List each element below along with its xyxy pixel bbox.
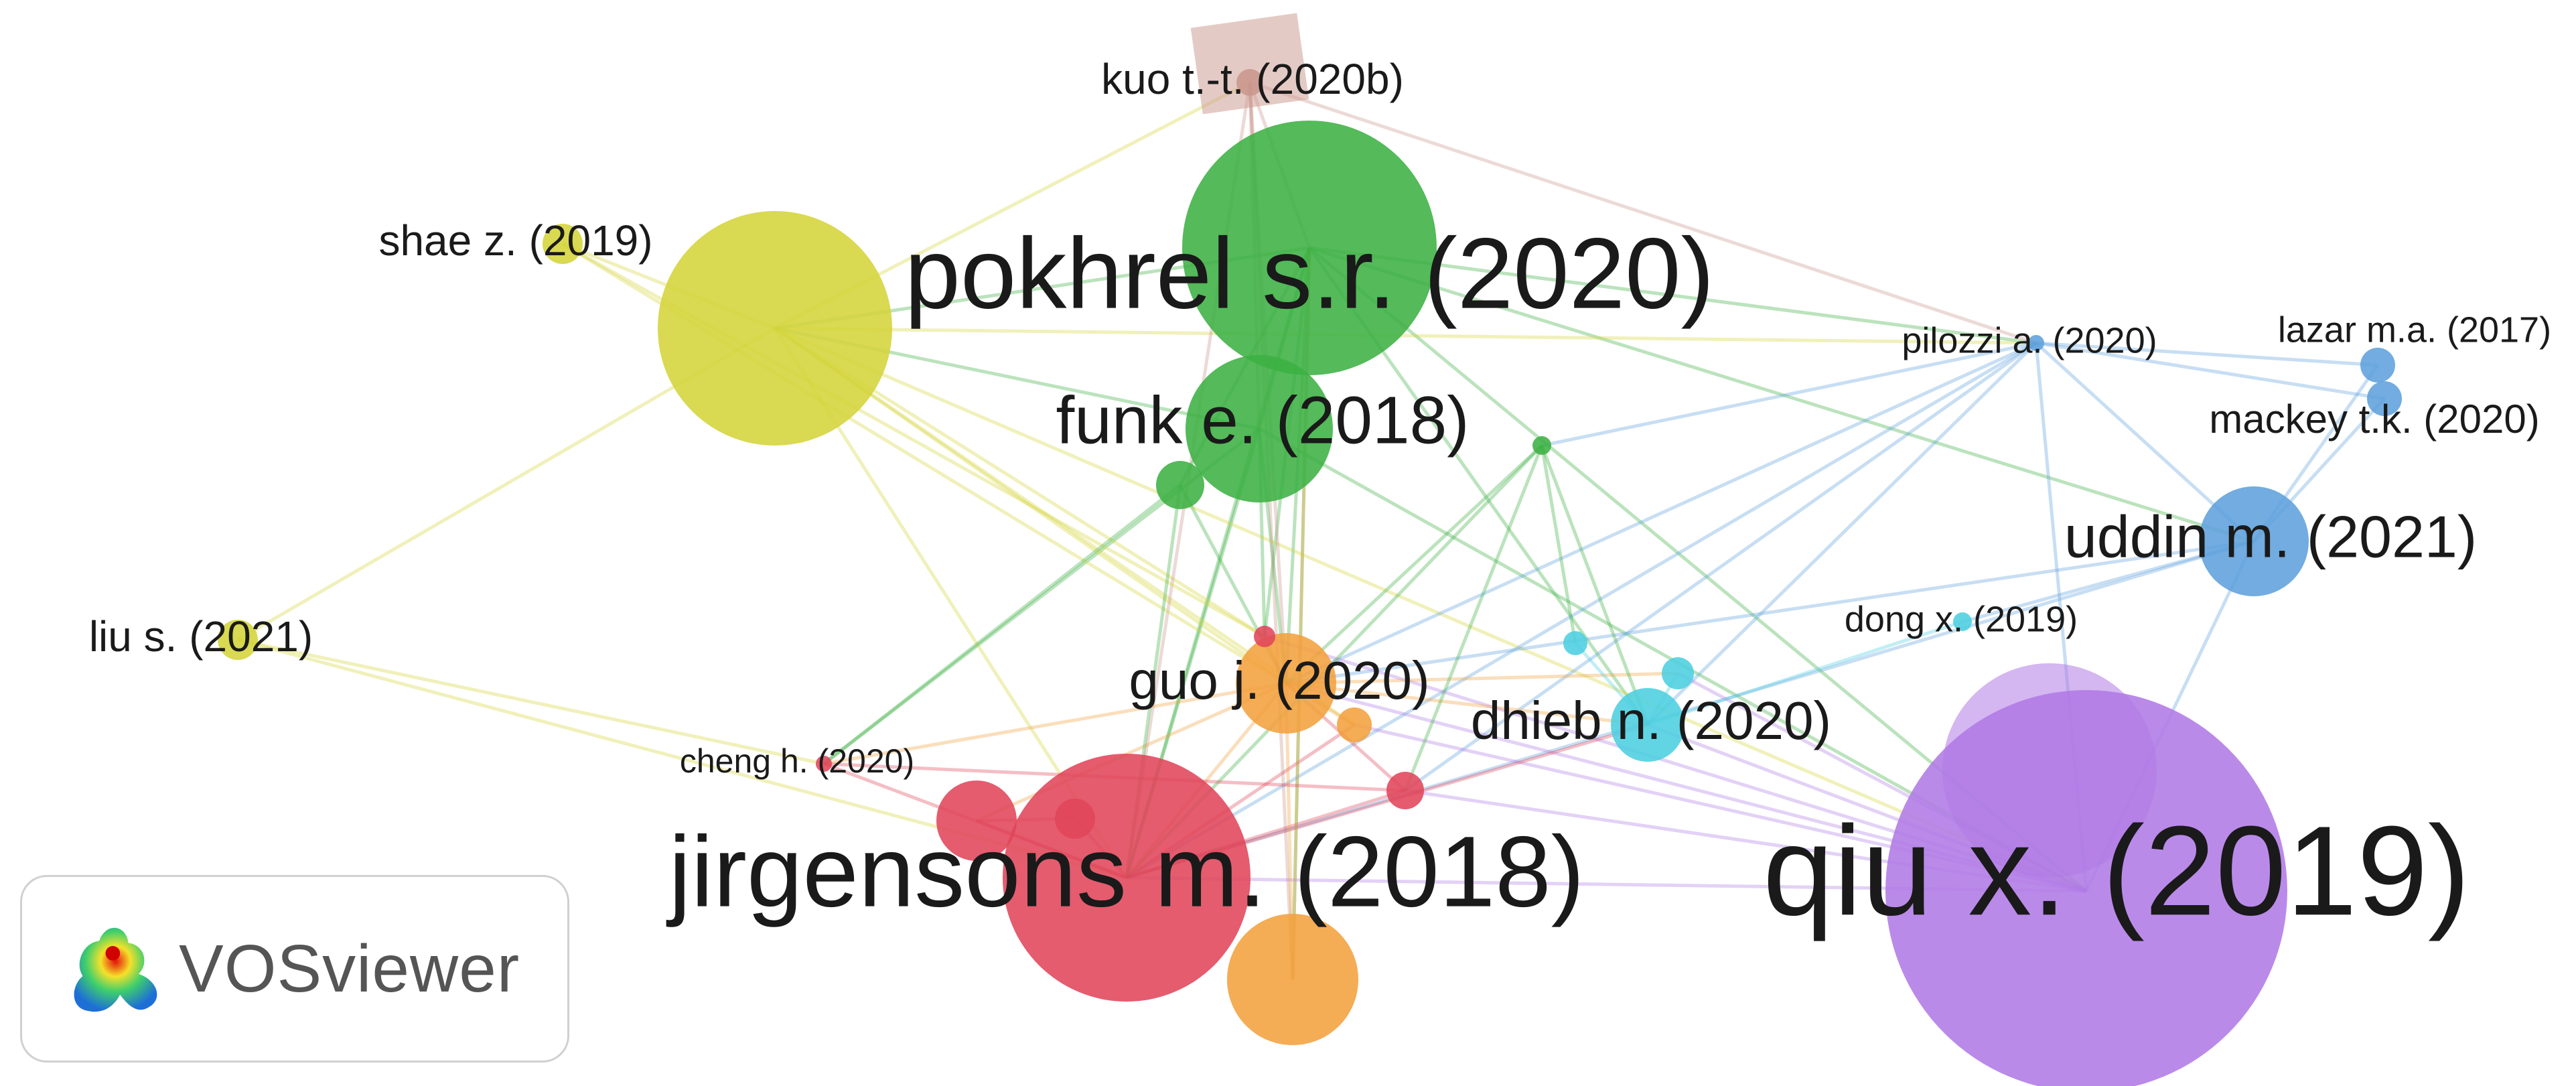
node-label-dhieb: dhieb n. (2020) xyxy=(1471,691,1831,750)
network-edge xyxy=(1285,671,1678,685)
node-shae[interactable] xyxy=(543,224,583,264)
node-uddin[interactable] xyxy=(2199,486,2309,596)
network-edge xyxy=(1646,342,2037,726)
node-label-pilozzi: pilozzi a. (2020) xyxy=(1902,320,2157,360)
node-r3[interactable] xyxy=(1386,772,1424,809)
network-edge xyxy=(1125,341,2037,880)
network-edge xyxy=(1541,341,2037,448)
node-c1[interactable] xyxy=(1563,631,1587,655)
network-edge xyxy=(1540,445,1577,644)
network-edge xyxy=(1309,246,2255,543)
network-labels: kuo t.-t. (2020b) pokhrel s.r. (2020) funk… xyxy=(89,55,2551,942)
network-edge xyxy=(1540,445,1650,726)
node-kuo[interactable] xyxy=(1236,69,1263,96)
node-liu[interactable] xyxy=(218,620,258,660)
node-label-kuo: kuo t.-t. (2020b) xyxy=(1101,55,1404,103)
node-funk[interactable] xyxy=(1186,355,1333,502)
network-edge xyxy=(2035,341,2378,367)
node-label-guo: guo j. (2020) xyxy=(1129,651,1429,710)
node-c2[interactable] xyxy=(1662,657,1694,689)
node-lazar[interactable] xyxy=(2360,348,2395,383)
node-pokhrel[interactable] xyxy=(1182,121,1437,375)
node-label-funk: funk e. (2018) xyxy=(1056,383,1469,458)
node-guo[interactable] xyxy=(1236,633,1336,734)
network-edge xyxy=(774,326,2037,345)
network-edge xyxy=(774,326,2087,893)
node-label-jirgensons: jirgensons m. (2018) xyxy=(666,815,1584,928)
network-nodes xyxy=(218,69,2402,1086)
node-label-uddin: uddin m. (2021) xyxy=(2064,503,2477,569)
network-edge xyxy=(1249,80,2037,345)
node-label-dong: dong x. (2019) xyxy=(1845,599,2078,639)
network-edge xyxy=(237,638,825,766)
network-edge xyxy=(1126,539,2255,880)
network-edge xyxy=(1285,681,1648,727)
node-pilozzi[interactable] xyxy=(2028,335,2044,351)
network-edge xyxy=(1285,444,1543,685)
node-r2[interactable] xyxy=(936,780,1017,861)
node-dong[interactable] xyxy=(1953,612,1972,631)
node-g1[interactable] xyxy=(1156,461,1204,509)
node-label-pokhrel: pokhrel s.r. (2020) xyxy=(905,217,1715,330)
node-label-liu: liu s. (2021) xyxy=(89,612,313,661)
network-edge xyxy=(2035,341,2385,401)
node-dhieb[interactable] xyxy=(1611,688,1685,762)
node-label-qiu: qiu x. (2019) xyxy=(1763,800,2470,942)
node-g2[interactable] xyxy=(1532,436,1551,455)
network-edge xyxy=(1285,539,2255,685)
vosviewer-logo-icon xyxy=(74,927,157,1012)
node-label-lazar: lazar m.a. (2017) xyxy=(2278,310,2551,350)
kuo-node-square xyxy=(1190,13,1309,115)
node-label-mackey: mackey t.k. (2020) xyxy=(2209,397,2540,442)
node-r4[interactable] xyxy=(1055,799,1095,839)
vosviewer-logo: VOSviewer xyxy=(20,875,569,1063)
node-obot[interactable] xyxy=(1227,914,1358,1045)
node-cheng[interactable] xyxy=(816,756,832,772)
network-edge xyxy=(1403,445,1544,791)
node-label-cheng: cheng h. (2020) xyxy=(680,742,914,780)
node-ybig[interactable] xyxy=(658,211,892,446)
node-mackey[interactable] xyxy=(2367,381,2402,416)
network-edge xyxy=(823,681,1287,766)
network-edge xyxy=(975,681,1287,823)
node-p1[interactable] xyxy=(1942,663,2157,878)
node-r1[interactable] xyxy=(1254,626,1275,647)
network-edge xyxy=(1647,620,1963,727)
network-edge xyxy=(1404,341,2037,793)
vosviewer-logo-text: VOSviewer xyxy=(179,931,520,1006)
node-label-shae: shae z. (2019) xyxy=(378,216,652,265)
network-edge xyxy=(1285,341,2037,685)
network-edge xyxy=(822,484,1182,765)
node-o1[interactable] xyxy=(1337,707,1372,742)
